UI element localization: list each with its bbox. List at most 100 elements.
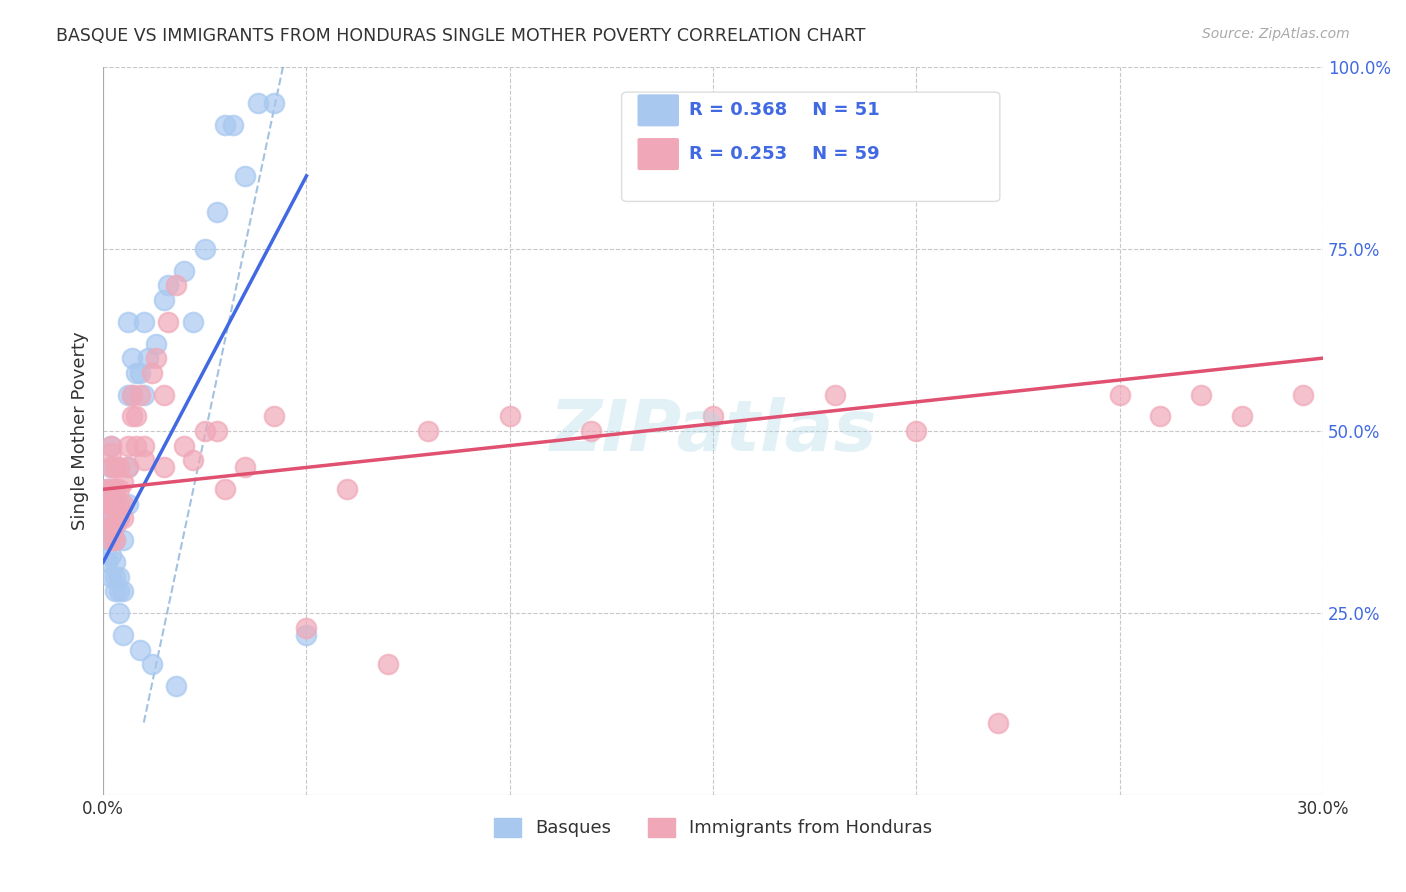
Immigrants from Honduras <box>100 497 122 511</box>
Basques <box>222 118 245 132</box>
Immigrants from Honduras <box>121 387 143 401</box>
Immigrants from Honduras <box>100 460 122 475</box>
Immigrants from Honduras <box>157 315 180 329</box>
Immigrants from Honduras <box>124 409 146 424</box>
Basques <box>295 628 318 642</box>
Immigrants from Honduras <box>100 446 122 460</box>
Immigrants from Honduras <box>165 278 187 293</box>
Basques <box>157 278 180 293</box>
Immigrants from Honduras <box>128 387 150 401</box>
Basques <box>153 293 176 307</box>
Immigrants from Honduras <box>132 453 155 467</box>
Immigrants from Honduras <box>112 475 135 489</box>
Basques <box>100 570 122 584</box>
Immigrants from Honduras <box>1230 409 1253 424</box>
Immigrants from Honduras <box>112 497 135 511</box>
Text: Source: ZipAtlas.com: Source: ZipAtlas.com <box>1202 27 1350 41</box>
Basques <box>104 483 127 497</box>
Immigrants from Honduras <box>214 483 236 497</box>
Basques <box>108 584 131 599</box>
Basques <box>117 460 139 475</box>
Immigrants from Honduras <box>1108 387 1130 401</box>
Basques <box>96 497 118 511</box>
Basques <box>104 570 127 584</box>
Text: R = 0.368    N = 51: R = 0.368 N = 51 <box>689 102 880 120</box>
Basques <box>263 96 285 111</box>
Immigrants from Honduras <box>702 409 724 424</box>
Immigrants from Honduras <box>1149 409 1171 424</box>
Basques <box>128 366 150 380</box>
Basques <box>104 555 127 569</box>
Immigrants from Honduras <box>104 483 127 497</box>
Basques <box>121 387 143 401</box>
Immigrants from Honduras <box>108 460 131 475</box>
Basques <box>100 548 122 562</box>
Immigrants from Honduras <box>100 518 122 533</box>
Basques <box>108 606 131 620</box>
Immigrants from Honduras <box>100 533 122 548</box>
Immigrants from Honduras <box>987 715 1010 730</box>
Basques <box>104 584 127 599</box>
Basques <box>100 439 122 453</box>
Immigrants from Honduras <box>117 460 139 475</box>
FancyBboxPatch shape <box>637 95 679 127</box>
Basques <box>246 96 269 111</box>
Basques <box>132 387 155 401</box>
Basques <box>96 483 118 497</box>
Basques <box>117 387 139 401</box>
Basques <box>112 584 135 599</box>
Basques <box>112 628 135 642</box>
Basques <box>100 460 122 475</box>
Immigrants from Honduras <box>205 424 228 438</box>
Immigrants from Honduras <box>96 483 118 497</box>
Immigrants from Honduras <box>499 409 522 424</box>
Immigrants from Honduras <box>132 439 155 453</box>
Basques <box>96 511 118 525</box>
Basques <box>104 533 127 548</box>
Basques <box>235 169 257 183</box>
Immigrants from Honduras <box>377 657 399 672</box>
Immigrants from Honduras <box>96 511 118 525</box>
Immigrants from Honduras <box>108 511 131 525</box>
Immigrants from Honduras <box>145 351 167 365</box>
Immigrants from Honduras <box>336 483 359 497</box>
Basques <box>214 118 236 132</box>
Basques <box>205 205 228 219</box>
Immigrants from Honduras <box>181 453 204 467</box>
Immigrants from Honduras <box>100 483 122 497</box>
Basques <box>108 511 131 525</box>
Basques <box>132 315 155 329</box>
Text: ZIPatlas: ZIPatlas <box>550 397 877 466</box>
Basques <box>108 570 131 584</box>
Immigrants from Honduras <box>104 533 127 548</box>
Immigrants from Honduras <box>141 366 163 380</box>
Immigrants from Honduras <box>112 511 135 525</box>
Basques <box>117 315 139 329</box>
Basques <box>100 483 122 497</box>
Immigrants from Honduras <box>100 439 122 453</box>
Immigrants from Honduras <box>905 424 928 438</box>
Basques <box>96 555 118 569</box>
Basques <box>112 533 135 548</box>
Immigrants from Honduras <box>108 497 131 511</box>
FancyBboxPatch shape <box>637 138 679 170</box>
Immigrants from Honduras <box>96 497 118 511</box>
Immigrants from Honduras <box>108 483 131 497</box>
Basques <box>121 351 143 365</box>
Basques <box>173 263 195 277</box>
Immigrants from Honduras <box>117 439 139 453</box>
Immigrants from Honduras <box>124 439 146 453</box>
Basques <box>145 336 167 351</box>
Immigrants from Honduras <box>194 424 217 438</box>
Basques <box>124 366 146 380</box>
Text: R = 0.253    N = 59: R = 0.253 N = 59 <box>689 145 879 163</box>
Basques <box>194 242 217 256</box>
Immigrants from Honduras <box>153 460 176 475</box>
Immigrants from Honduras <box>263 409 285 424</box>
Immigrants from Honduras <box>173 439 195 453</box>
Y-axis label: Single Mother Poverty: Single Mother Poverty <box>72 332 89 531</box>
Immigrants from Honduras <box>1189 387 1212 401</box>
Immigrants from Honduras <box>824 387 846 401</box>
Text: BASQUE VS IMMIGRANTS FROM HONDURAS SINGLE MOTHER POVERTY CORRELATION CHART: BASQUE VS IMMIGRANTS FROM HONDURAS SINGL… <box>56 27 866 45</box>
Basques <box>181 315 204 329</box>
